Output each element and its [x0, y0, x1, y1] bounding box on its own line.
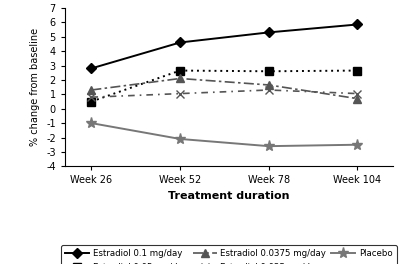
Y-axis label: % change from baseline: % change from baseline	[30, 28, 40, 146]
Legend: Estradiol 0.1 mg/day, Estradiol 0.05 mg/day, Estradiol 0.0375 mg/day, Estradiol : Estradiol 0.1 mg/day, Estradiol 0.05 mg/…	[61, 245, 397, 264]
X-axis label: Treatment duration: Treatment duration	[168, 191, 290, 201]
